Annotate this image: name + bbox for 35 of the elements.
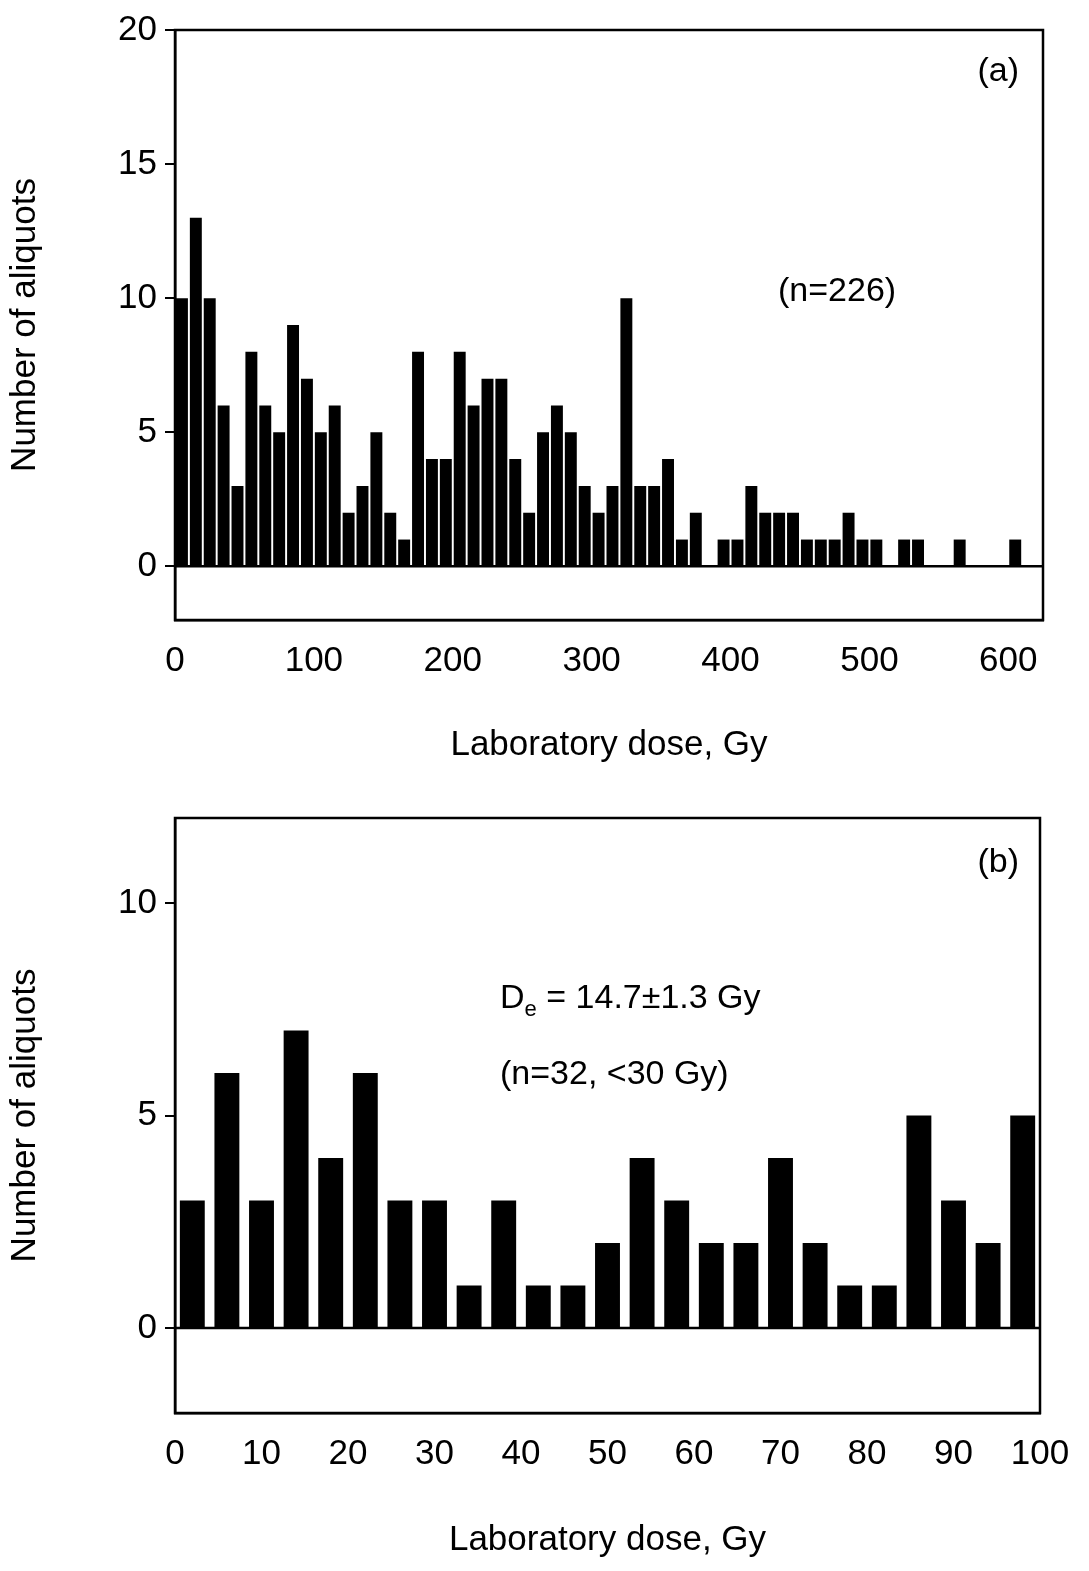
x-tick-label: 0 bbox=[165, 638, 185, 678]
x-tick-label: 10 bbox=[242, 1431, 281, 1471]
x-tick-label: 600 bbox=[979, 638, 1038, 678]
x-tick-label: 100 bbox=[1010, 1431, 1070, 1471]
x-tick-label: 500 bbox=[840, 638, 899, 678]
x-tick-label: 60 bbox=[674, 1431, 714, 1471]
annotation: (b) bbox=[977, 841, 1019, 879]
y-tick-label: 5 bbox=[137, 409, 157, 449]
x-tick-label: 0 bbox=[165, 1431, 185, 1471]
y-tick-label: 15 bbox=[118, 141, 157, 181]
y-tick-label: 10 bbox=[118, 880, 157, 920]
y-tick-label: 5 bbox=[137, 1093, 157, 1133]
x-tick-label: 90 bbox=[934, 1431, 973, 1471]
y-axis-title: Number of aliquots bbox=[2, 178, 42, 472]
x-axis-title: Laboratory dose, Gy bbox=[448, 1517, 767, 1557]
annotation: (n=226) bbox=[778, 270, 897, 308]
annotation: (n=32, <30 Gy) bbox=[500, 1053, 729, 1091]
x-tick-label: 70 bbox=[761, 1431, 800, 1471]
x-axis-title: Laboratory dose, Gy bbox=[450, 722, 769, 762]
x-tick-label: 30 bbox=[415, 1431, 454, 1471]
y-tick-label: 0 bbox=[137, 1305, 157, 1345]
y-tick-label: 20 bbox=[118, 7, 157, 47]
x-tick-label: 200 bbox=[423, 638, 482, 678]
y-tick-label: 10 bbox=[118, 275, 157, 315]
x-tick-label: 100 bbox=[284, 638, 344, 678]
x-tick-label: 40 bbox=[501, 1431, 541, 1471]
y-tick-label: 0 bbox=[137, 544, 157, 584]
annotation: (a) bbox=[977, 50, 1019, 88]
x-tick-label: 20 bbox=[328, 1431, 368, 1471]
x-tick-label: 50 bbox=[588, 1431, 627, 1471]
x-tick-label: 400 bbox=[701, 638, 760, 678]
x-tick-label: 300 bbox=[562, 638, 621, 678]
x-tick-label: 80 bbox=[847, 1431, 887, 1471]
y-axis-title: Number of aliquots bbox=[2, 968, 42, 1263]
annotation: D$_{e}$ = 14.7±1.3 Gy bbox=[500, 977, 761, 1021]
